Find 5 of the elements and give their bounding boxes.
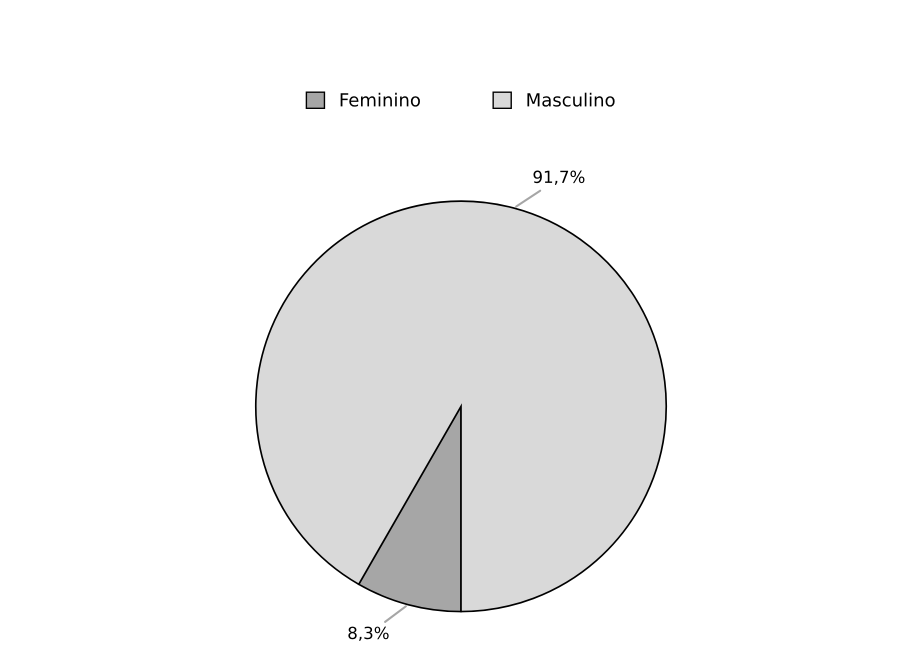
- data-label: 8,3%: [348, 626, 389, 641]
- legend-label: Feminino: [340, 92, 420, 107]
- data-label: 91,7%: [533, 170, 584, 185]
- pie-slice: [254, 200, 668, 612]
- legend-label: Masculino: [527, 92, 615, 107]
